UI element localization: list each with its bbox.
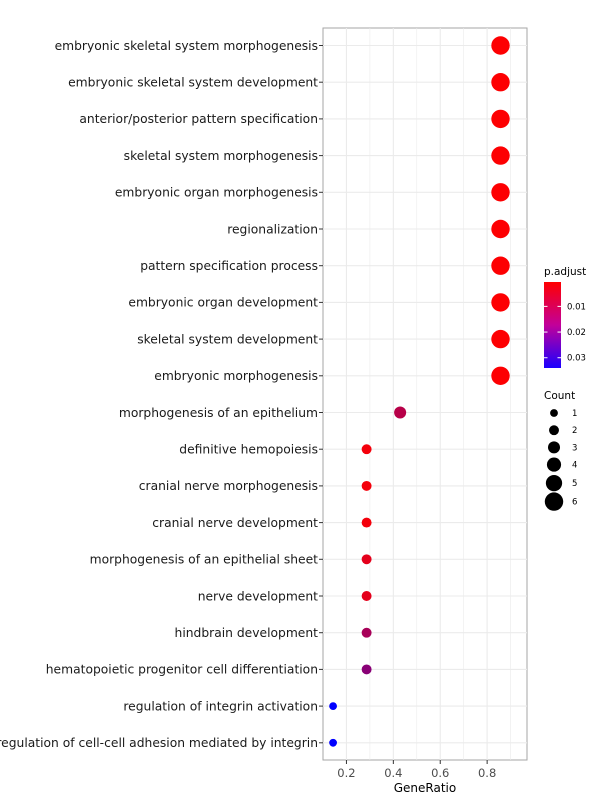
y-tick-label: regulation of cell-cell adhesion mediate…	[0, 736, 318, 750]
x-axis: 0.2 0.4 0.6 0.8	[337, 760, 496, 780]
y-tick-label: embryonic skeletal system development	[68, 76, 318, 90]
x-tick-label: 0.4	[384, 766, 402, 780]
size-legend-label: 2	[572, 426, 577, 436]
data-point	[491, 293, 510, 312]
y-tick-label: skeletal system morphogenesis	[124, 149, 318, 163]
data-point	[491, 36, 510, 55]
x-tick-label: 0.8	[478, 766, 496, 780]
x-tick-label: 0.2	[337, 766, 355, 780]
color-bar-ticks: 0.01 0.02 0.03	[544, 302, 586, 364]
data-point	[361, 480, 372, 491]
data-point	[361, 517, 372, 528]
size-legend-label: 3	[572, 443, 577, 453]
y-tick-label: anterior/posterior pattern specification	[79, 112, 318, 126]
size-legend-key	[544, 492, 564, 511]
size-legend: Count 1 2 3 4 5 6	[544, 390, 577, 511]
y-tick-label: cranial nerve morphogenesis	[139, 479, 318, 493]
data-point	[329, 702, 337, 710]
data-point	[361, 554, 372, 565]
data-points	[329, 36, 510, 747]
color-legend-title: p.adjust	[544, 266, 586, 278]
data-point	[329, 738, 337, 747]
y-axis: embryonic skeletal system morphogenesis e…	[0, 39, 323, 750]
data-point	[491, 73, 510, 92]
data-point	[361, 627, 372, 638]
y-tick-label: regulation of integrin activation	[123, 699, 318, 713]
data-point	[491, 219, 510, 239]
y-tick-label: nerve development	[198, 589, 318, 603]
size-legend-title: Count	[544, 390, 575, 402]
y-tick-label: embryonic skeletal system morphogenesis	[55, 39, 318, 53]
y-tick-label: embryonic morphogenesis	[154, 369, 318, 383]
data-point	[491, 256, 510, 275]
data-point	[491, 109, 510, 129]
y-tick-label: embryonic organ development	[128, 296, 318, 310]
size-legend-label: 4	[572, 461, 577, 471]
y-tick-label: definitive hemopoiesis	[179, 443, 318, 457]
plot-panel	[322, 27, 528, 761]
y-tick-label: hindbrain development	[175, 626, 319, 640]
size-legend-key	[546, 457, 562, 472]
y-tick-label: hematopoietic progenitor cell differenti…	[46, 663, 318, 677]
color-bar-label: 0.01	[567, 302, 586, 312]
data-point	[361, 444, 372, 455]
data-point	[394, 406, 407, 419]
data-point	[491, 146, 510, 165]
y-tick-label: regionalization	[227, 222, 318, 236]
data-point	[361, 664, 372, 675]
y-tick-label: morphogenesis of an epithelium	[119, 406, 318, 420]
color-bar	[544, 282, 561, 368]
y-tick-label: pattern specification process	[140, 259, 318, 273]
size-legend-key	[545, 474, 563, 492]
color-legend: p.adjust 0.01 0.02 0.03	[544, 266, 586, 368]
data-point	[491, 183, 510, 202]
color-bar-label: 0.02	[567, 328, 586, 338]
size-legend-label: 1	[572, 409, 577, 419]
data-point	[491, 329, 510, 349]
data-point	[491, 366, 510, 385]
size-legend-label: 5	[572, 479, 577, 489]
color-bar-label: 0.03	[567, 354, 586, 364]
y-tick-label: cranial nerve development	[152, 516, 318, 530]
x-axis-title: GeneRatio	[394, 781, 456, 795]
data-point	[361, 591, 372, 601]
size-legend-label: 6	[572, 498, 577, 508]
y-tick-label: embryonic organ morphogenesis	[115, 186, 318, 200]
size-legend-key	[550, 409, 558, 417]
y-tick-label: skeletal system development	[137, 332, 318, 346]
x-tick-label: 0.6	[431, 766, 449, 780]
y-tick-label: morphogenesis of an epithelial sheet	[90, 553, 319, 567]
size-legend-key	[547, 441, 561, 454]
size-legend-key	[549, 425, 559, 436]
size-legend-keys: 1 2 3 4 5 6	[544, 409, 577, 511]
